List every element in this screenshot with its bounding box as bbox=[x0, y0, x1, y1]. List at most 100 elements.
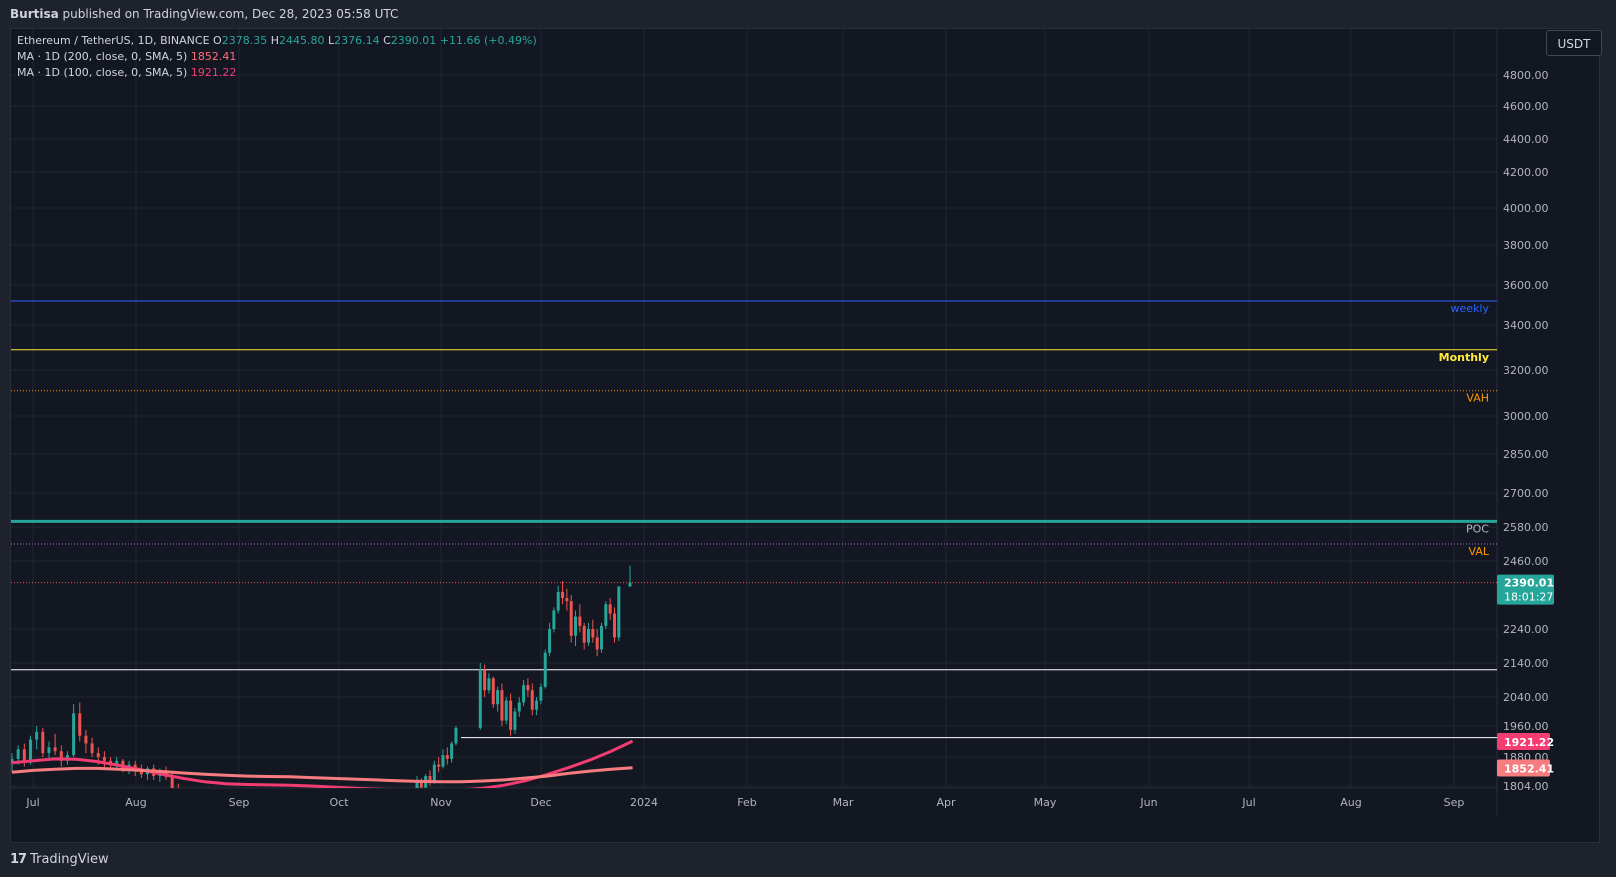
candle-body bbox=[28, 739, 32, 763]
current-price-badge bbox=[1497, 574, 1554, 605]
candle-body bbox=[530, 690, 534, 710]
candle-body bbox=[415, 781, 419, 788]
candle-body bbox=[608, 604, 612, 614]
candle-body bbox=[587, 629, 591, 643]
candle-body bbox=[487, 678, 491, 691]
candle-body bbox=[441, 755, 445, 767]
y-tick-label: 2040.00 bbox=[1503, 691, 1549, 704]
candle-body bbox=[59, 751, 63, 761]
candle-body bbox=[535, 700, 539, 710]
y-tick-label: 3000.00 bbox=[1503, 410, 1549, 423]
tradingview-logo-icon: 17 bbox=[10, 852, 27, 867]
candle-body bbox=[445, 755, 449, 759]
footer-brand-text: TradingView bbox=[30, 852, 109, 867]
x-tick-label: Jul bbox=[1241, 796, 1255, 809]
y-tick-label: 3600.00 bbox=[1503, 279, 1549, 292]
candle-body bbox=[600, 625, 604, 650]
legend-ma200-row: MA · 1D (200, close, 0, SMA, 5) 1852.41 bbox=[17, 49, 537, 65]
x-tick-label: Apr bbox=[936, 796, 956, 809]
y-tick-label: 2580.00 bbox=[1503, 521, 1549, 534]
x-tick-label: Oct bbox=[329, 796, 349, 809]
candle-body bbox=[35, 731, 39, 740]
candle-body bbox=[628, 582, 632, 587]
y-tick-label: 4600.00 bbox=[1503, 100, 1549, 113]
legend-ma200-value: 1852.41 bbox=[190, 50, 237, 63]
y-tick-label: 2240.00 bbox=[1503, 623, 1549, 636]
y-tick-label: 3400.00 bbox=[1503, 319, 1549, 332]
candle-body bbox=[483, 669, 487, 691]
candle-body bbox=[517, 702, 521, 712]
candle-body bbox=[102, 757, 106, 761]
candle-body bbox=[526, 685, 530, 691]
x-tick-label: Feb bbox=[737, 796, 756, 809]
candle-body bbox=[595, 637, 599, 650]
legend-ma100-label: MA · 1D (100, close, 0, SMA, 5) bbox=[17, 66, 188, 79]
level-label-monthly: Monthly bbox=[1439, 351, 1489, 364]
candle-body bbox=[478, 669, 482, 728]
legend-low: 2376.14 bbox=[334, 34, 380, 47]
chart-frame bbox=[10, 28, 1600, 843]
legend-ma200-label: MA · 1D (200, close, 0, SMA, 5) bbox=[17, 50, 188, 63]
candle-body bbox=[569, 601, 573, 636]
candle-body bbox=[604, 604, 608, 626]
candle-body bbox=[578, 616, 582, 626]
ma-badge-value: 1852.41 bbox=[1504, 763, 1554, 776]
candle-body bbox=[121, 760, 125, 769]
legend-symbol: Ethereum / TetherUS, 1D, BINANCE bbox=[17, 34, 210, 47]
candle-body bbox=[177, 789, 180, 791]
author-name: Burtisa bbox=[10, 7, 59, 21]
x-tick-label: 2024 bbox=[630, 796, 658, 809]
chart-legend: Ethereum / TetherUS, 1D, BINANCE O2378.3… bbox=[17, 33, 537, 81]
candle-body bbox=[491, 678, 495, 705]
y-tick-label: 2850.00 bbox=[1503, 448, 1549, 461]
legend-close-label: C bbox=[383, 34, 391, 47]
y-tick-label: 4800.00 bbox=[1503, 69, 1549, 82]
candle-body bbox=[90, 743, 94, 754]
level-label-val: VAL bbox=[1469, 545, 1490, 558]
x-tick-label: Dec bbox=[530, 796, 551, 809]
candle-body bbox=[16, 749, 20, 759]
candle-body bbox=[582, 625, 586, 643]
y-tick-label: 1960.00 bbox=[1503, 720, 1549, 733]
candle-body bbox=[41, 731, 45, 754]
y-tick-label: 1804.00 bbox=[1503, 780, 1549, 793]
candle-body bbox=[84, 735, 88, 744]
y-tick-label: 4400.00 bbox=[1503, 133, 1549, 146]
currency-button[interactable]: USDT bbox=[1546, 30, 1602, 56]
legend-change: +11.66 (+0.49%) bbox=[439, 34, 537, 47]
legend-high: 2445.80 bbox=[278, 34, 325, 47]
x-tick-label: Jul bbox=[25, 796, 39, 809]
level-label-poc: POC bbox=[1466, 522, 1489, 535]
y-tick-label: 3200.00 bbox=[1503, 364, 1549, 377]
x-tick-label: Jun bbox=[1139, 796, 1157, 809]
candle-body bbox=[47, 747, 51, 754]
y-tick-label: 2460.00 bbox=[1503, 555, 1549, 568]
candle-body bbox=[539, 686, 543, 701]
candle-body bbox=[53, 747, 57, 752]
candle-body bbox=[437, 764, 441, 767]
ma100-line bbox=[11, 739, 634, 788]
candle-body bbox=[561, 591, 565, 599]
candle-body bbox=[72, 713, 76, 756]
legend-ohlc-row: Ethereum / TetherUS, 1D, BINANCE O2378.3… bbox=[17, 33, 537, 49]
x-tick-label: May bbox=[1034, 796, 1057, 809]
level-label-vah: VAH bbox=[1466, 392, 1489, 405]
legend-ma100-row: MA · 1D (100, close, 0, SMA, 5) 1921.22 bbox=[17, 65, 537, 81]
candle-body bbox=[96, 753, 100, 757]
candles-group bbox=[11, 565, 634, 791]
x-tick-label: Sep bbox=[1444, 796, 1465, 809]
candle-body bbox=[612, 613, 616, 638]
candle-body bbox=[170, 776, 174, 788]
ma200-line bbox=[11, 766, 633, 784]
candle-body bbox=[419, 781, 423, 788]
ma-badge-value: 1921.22 bbox=[1504, 736, 1554, 749]
candle-body bbox=[565, 598, 569, 602]
candle-body bbox=[504, 700, 508, 721]
legend-high-label: H bbox=[270, 34, 279, 47]
candle-body bbox=[11, 758, 14, 763]
candle-body bbox=[513, 711, 517, 730]
y-tick-label: 2140.00 bbox=[1503, 657, 1549, 670]
candle-body bbox=[591, 629, 595, 638]
x-tick-label: Nov bbox=[430, 796, 452, 809]
